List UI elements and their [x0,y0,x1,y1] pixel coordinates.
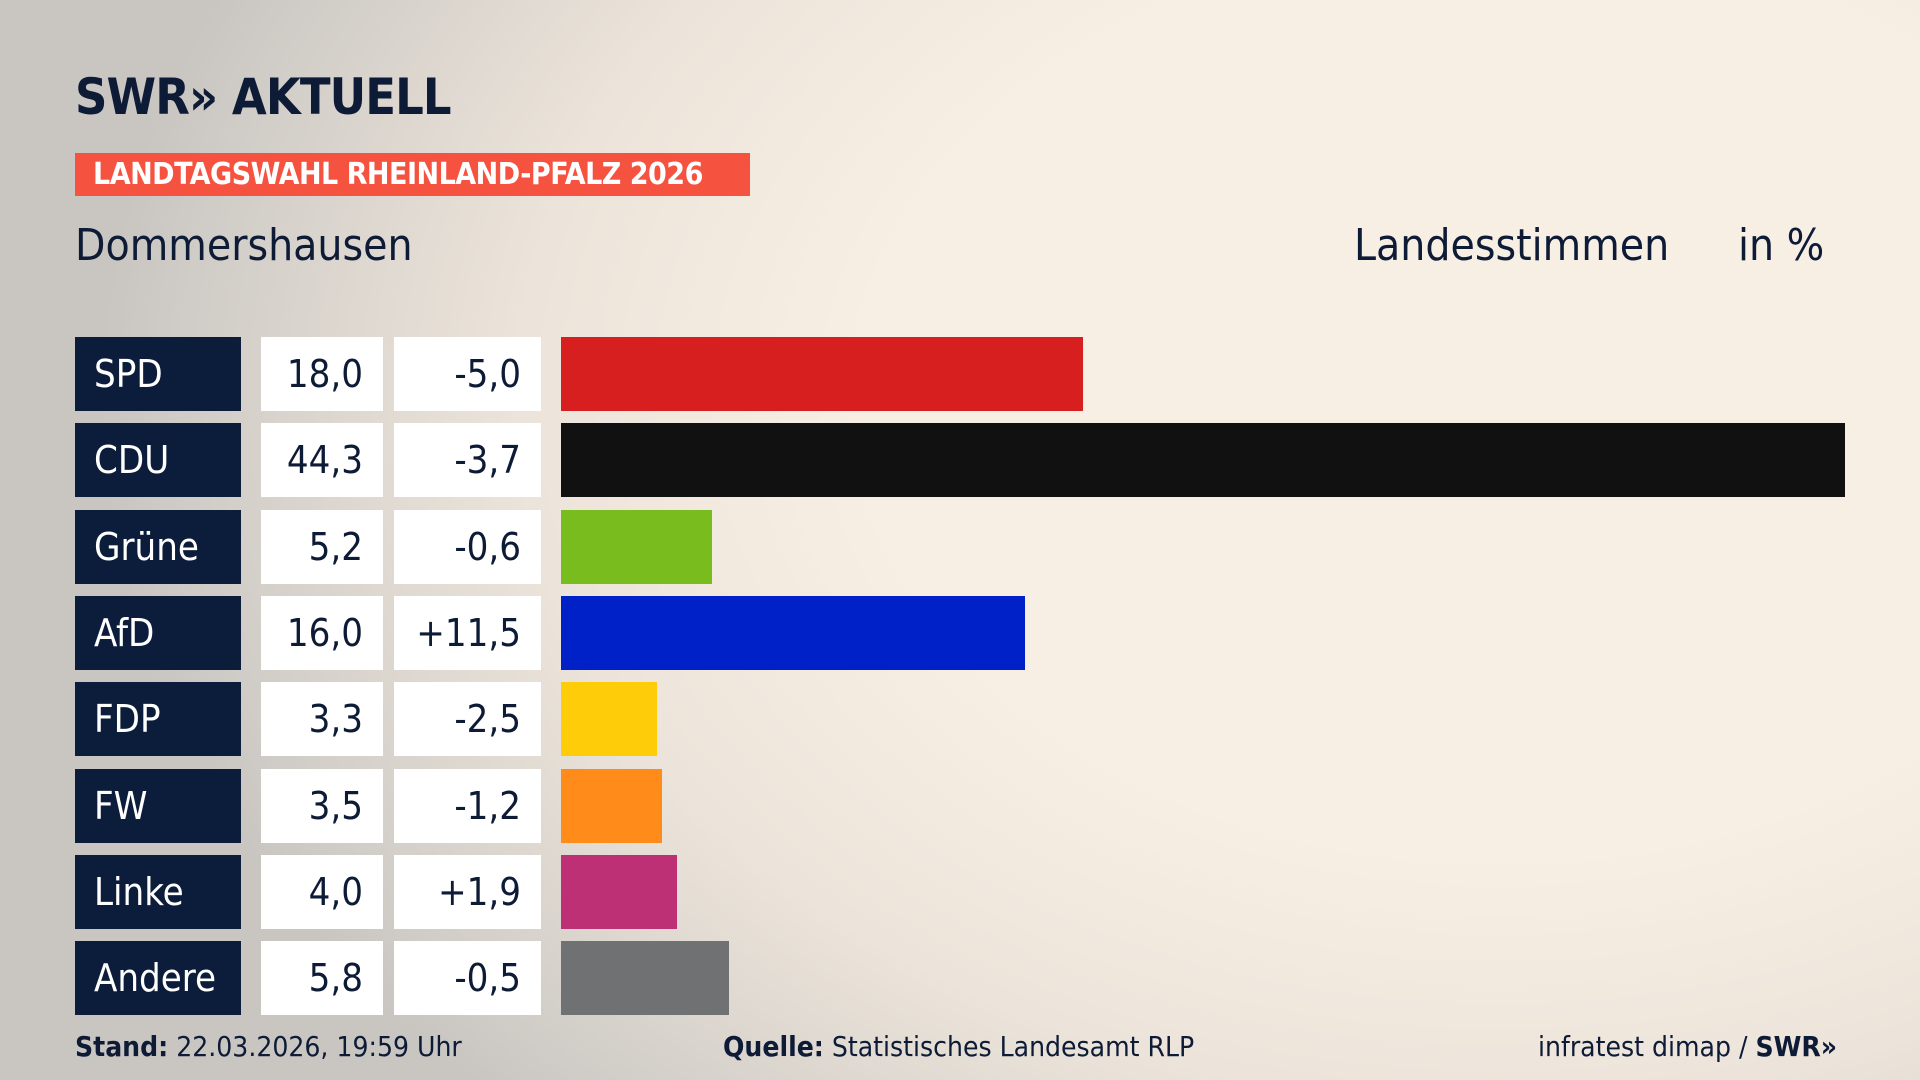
party-label: Linke [75,854,241,929]
bar-afd [561,595,1025,670]
unit-label: in % [1738,220,1825,271]
credit-text: infratest dimap / [1538,1030,1748,1063]
bar-spd [561,337,1083,411]
source-label: Quelle: [723,1030,824,1063]
swr-aktuell-logo: SWR» AKTUELL [75,68,452,126]
bar-cdu [561,423,1845,498]
vote-share: 5,8 [261,941,383,1016]
vote-share: 44,3 [261,423,383,498]
bar-linke [561,854,677,929]
party-label: Andere [75,941,241,1016]
bar-fdp [561,682,657,757]
bar-andere [561,941,730,1016]
party-label: CDU [75,423,241,498]
vote-share: 4,0 [261,854,383,929]
source-value: Statistisches Landesamt RLP [831,1030,1195,1063]
vote-change: +1,9 [394,854,541,929]
vote-change: -1,2 [394,768,541,843]
party-label: FW [75,768,241,843]
vote-change: -3,7 [394,423,541,498]
vote-change: +11,5 [394,595,541,670]
place-title: Dommershausen [75,220,413,271]
vote-share: 3,5 [261,768,383,843]
party-row: CDU 44,3 -3,7 [75,423,1875,498]
party-row: FDP 3,3 -2,5 [75,682,1875,757]
party-row: Grüne 5,2 -0,6 [75,509,1875,584]
party-row: FW 3,5 -1,2 [75,768,1875,843]
party-label: Grüne [75,509,241,584]
swr-logo-small: SWR» [1755,1030,1838,1063]
party-row: Andere 5,8 -0,5 [75,941,1875,1016]
vote-change: -0,5 [394,941,541,1016]
stand-value: 22.03.2026, 19:59 Uhr [176,1030,462,1063]
party-row: SPD 18,0 -5,0 [75,337,1875,411]
election-banner: LANDTAGSWAHL RHEINLAND-PFALZ 2026 [75,153,750,196]
credit-info: infratest dimap / SWR» [1538,1030,1837,1063]
party-label: AfD [75,595,241,670]
source-info: Quelle: Statistisches Landesamt RLP [723,1030,1194,1063]
party-row: Linke 4,0 +1,9 [75,854,1875,929]
vote-change: -2,5 [394,682,541,757]
party-label: FDP [75,682,241,757]
party-label: SPD [75,337,241,411]
party-row: AfD 16,0 +11,5 [75,595,1875,670]
bar-grüne [561,509,712,584]
stand-label: Stand: [75,1030,169,1063]
vote-change: -0,6 [394,509,541,584]
vote-share: 5,2 [261,509,383,584]
vote-share: 3,3 [261,682,383,757]
bar-fw [561,768,663,843]
vote-share: 18,0 [261,337,383,411]
vote-share: 16,0 [261,595,383,670]
stand-info: Stand: 22.03.2026, 19:59 Uhr [75,1030,462,1063]
measure-label: Landesstimmen [1354,220,1670,271]
vote-change: -5,0 [394,337,541,411]
